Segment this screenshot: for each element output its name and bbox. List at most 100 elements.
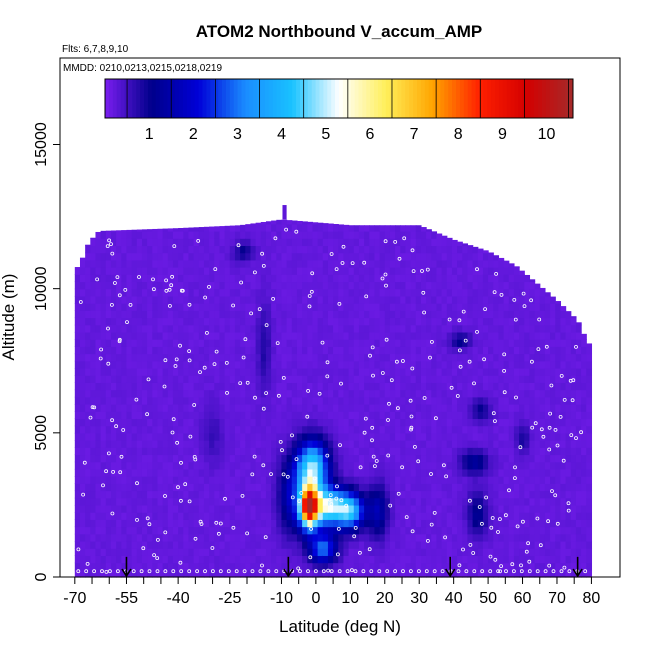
- heat-cell: [565, 324, 572, 333]
- heat-cell: [100, 259, 107, 268]
- heat-cell: [281, 519, 288, 528]
- heat-cell: [167, 519, 174, 528]
- heat-cell: [353, 310, 360, 319]
- sample-point: [536, 347, 541, 352]
- heat-cell: [317, 404, 324, 412]
- sample-point: [444, 474, 449, 479]
- heat-cell: [90, 418, 97, 427]
- heat-cell: [436, 432, 443, 441]
- heat-cell: [560, 310, 567, 319]
- heat-cell: [147, 317, 153, 326]
- heat-cell: [147, 555, 153, 564]
- sample-point: [428, 355, 432, 360]
- heat-cell: [240, 425, 246, 434]
- heat-cell: [317, 245, 324, 254]
- heat-cell: [539, 317, 546, 326]
- heat-cell: [307, 274, 314, 283]
- heat-cell: [302, 432, 308, 441]
- heat-cell: [90, 497, 97, 506]
- heat-cell: [240, 238, 246, 247]
- heat-cell: [524, 468, 531, 477]
- heat-cell: [224, 238, 231, 247]
- heat-cell: [482, 396, 489, 405]
- heat-cell: [534, 461, 541, 470]
- heat-cell: [198, 295, 205, 304]
- sample-point: [187, 302, 192, 307]
- heat-cell: [131, 382, 138, 391]
- heat-cell: [312, 533, 319, 542]
- heat-cell: [234, 331, 241, 340]
- heat-cell: [384, 252, 391, 261]
- heat-cell: [384, 526, 391, 535]
- heat-cell: [193, 353, 200, 362]
- heat-cell: [544, 569, 551, 578]
- heat-cell: [400, 555, 407, 564]
- heat-cell: [508, 281, 515, 290]
- heat-cell: [260, 447, 267, 456]
- heat-cell: [276, 468, 283, 477]
- heat-cell: [477, 288, 484, 297]
- heat-cell: [338, 483, 345, 492]
- heat-cell: [224, 225, 231, 232]
- heat-cell: [565, 432, 572, 441]
- heat-cell: [524, 375, 531, 383]
- heat-cell: [524, 317, 531, 326]
- heat-cell: [162, 562, 169, 571]
- heat-cell: [116, 259, 122, 268]
- heat-cell: [296, 317, 303, 326]
- heat-cell: [513, 267, 520, 275]
- heat-cell: [167, 569, 174, 578]
- heat-cell: [322, 382, 329, 391]
- heat-cell: [555, 476, 562, 484]
- heat-cell: [519, 375, 525, 383]
- heat-cell: [260, 396, 267, 405]
- heat-cell: [327, 303, 334, 311]
- heat-cell: [224, 317, 231, 326]
- heat-cell: [281, 440, 288, 448]
- heat-cell: [524, 389, 531, 398]
- heat-cell: [379, 310, 386, 319]
- heat-cell: [224, 382, 231, 391]
- heat-cell: [178, 461, 184, 470]
- heat-cell: [307, 476, 314, 484]
- heat-cell: [503, 526, 510, 535]
- heat-cell: [219, 331, 226, 340]
- heat-cell: [291, 468, 298, 477]
- heat-cell: [322, 396, 329, 405]
- heat-cell: [203, 231, 210, 239]
- heat-cell: [379, 540, 386, 549]
- heat-cell: [426, 562, 432, 571]
- heat-cell: [265, 432, 272, 441]
- sample-point: [163, 530, 168, 535]
- heat-cell: [105, 267, 112, 275]
- heat-cell: [95, 252, 102, 261]
- heat-cell: [338, 346, 345, 355]
- heat-cell: [265, 490, 272, 499]
- heat-cell: [136, 339, 143, 347]
- sample-point: [260, 563, 264, 568]
- heat-cell: [400, 339, 407, 347]
- heat-cell: [374, 310, 381, 319]
- heat-cell: [291, 238, 298, 247]
- heat-cell: [95, 555, 102, 564]
- heat-cell: [178, 468, 184, 477]
- heat-cell: [565, 396, 572, 405]
- heat-cell: [260, 288, 267, 297]
- heat-cell: [415, 404, 422, 412]
- heat-cell: [451, 310, 458, 319]
- heat-cell: [193, 555, 200, 564]
- heat-cell: [265, 367, 272, 376]
- heat-cell: [410, 562, 417, 571]
- heat-cell: [245, 461, 252, 470]
- heat-cell: [245, 526, 252, 535]
- heat-cell: [100, 382, 107, 391]
- heat-cell: [265, 404, 272, 412]
- sample-point: [400, 465, 405, 470]
- heat-cell: [472, 569, 479, 578]
- heat-cell: [364, 288, 370, 297]
- heat-cell: [467, 533, 474, 542]
- heat-cell: [467, 339, 474, 347]
- heat-cell: [488, 526, 494, 535]
- heat-cell: [286, 331, 293, 340]
- heat-cell: [508, 295, 515, 304]
